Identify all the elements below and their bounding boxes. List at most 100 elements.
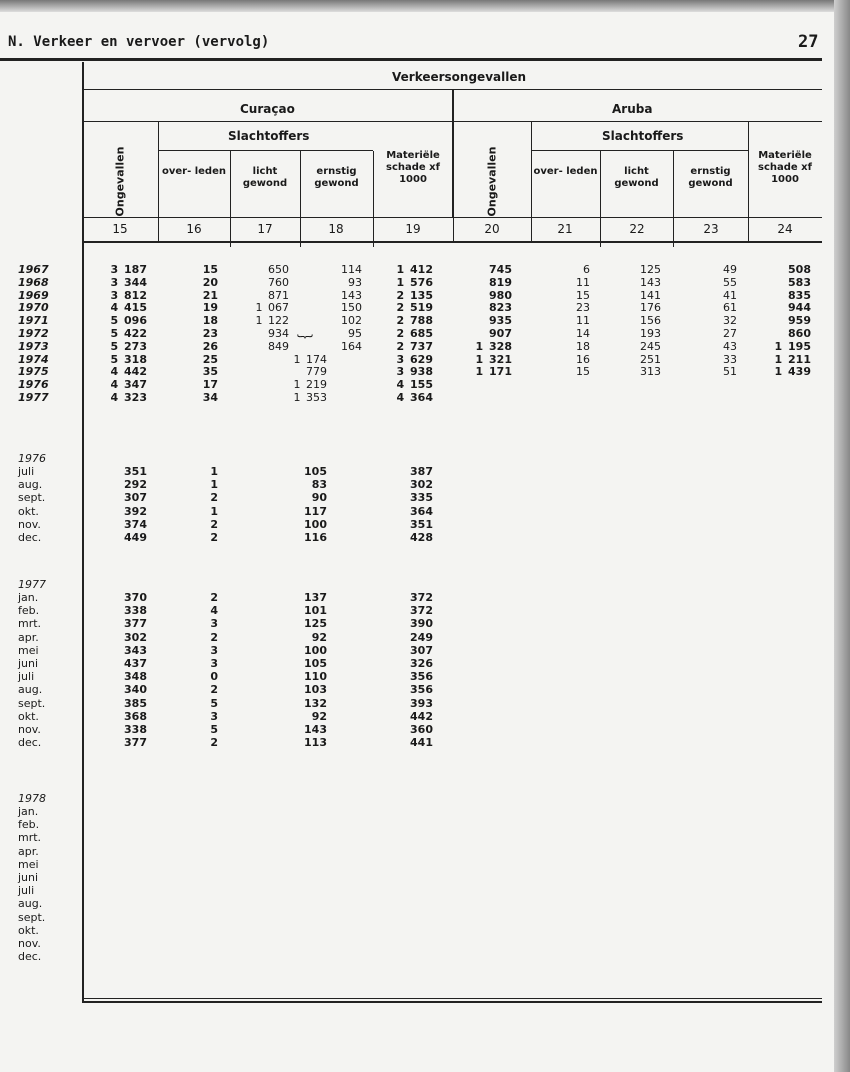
table-cell: 143 [640,275,661,289]
table-cell: 4 323 [110,391,147,404]
column-rule [531,218,532,242]
row-label-year: 1973 [18,339,49,353]
column-number: 21 [557,222,573,236]
table-cell: 83 [311,478,327,492]
row-label-month: feb. [18,604,40,618]
table-cell: 508 [788,263,811,276]
column-number: 15 [112,222,128,236]
table-cell: 1 321 [475,352,512,366]
column-rule [673,218,674,242]
table-cell: 3 187 [110,263,147,276]
table-cell: 116 [304,531,327,544]
island-divider [452,90,454,218]
column-header-21: over- leden [533,166,598,177]
column-rule [158,218,159,242]
table-cell-merged: 1 353 [293,391,328,404]
table-cell: 164 [341,339,362,353]
column-header-15: Ongevallen [113,146,127,217]
column-rule [748,122,749,218]
table-cell: 3 [210,709,218,723]
table-cell: 43 [723,339,737,353]
table-cell: 3 [210,657,218,670]
table-cell: 55 [723,275,737,289]
table-cell: 2 737 [396,339,433,353]
table-cell: 2 519 [396,301,433,315]
row-label-year: 1972 [18,327,49,340]
table-cell: 351 [410,517,433,531]
column-rule [230,151,231,247]
table-rule [82,241,822,243]
table-cell: 18 [202,314,218,328]
table-cell: 137 [304,591,327,604]
table-cell: 356 [410,683,433,697]
row-label-year: 1975 [18,365,49,379]
row-label-month: dec. [18,531,42,544]
table-cell: 4 347 [110,378,147,392]
table-cell: 141 [640,288,661,302]
table-cell: 23 [202,327,218,340]
table-cell: 17 [202,378,218,392]
table-cell: 2 [210,517,218,531]
column-header-18: ernstig gewond [314,166,359,189]
table-cell: 20 [202,275,218,289]
table-cell: 15 [576,288,590,302]
table-cell: 1 [210,504,218,518]
table-cell: 441 [410,736,433,750]
table-cell: 5 318 [110,352,147,366]
table-cell: 101 [304,604,327,618]
column-number: 16 [186,222,202,236]
table-cell: 113 [304,736,327,750]
table-cell: 437 [124,657,147,670]
column-number: 18 [328,222,344,236]
column-rule [300,151,301,247]
table-cell: 650 [268,263,289,276]
row-label-year: 1974 [18,352,49,366]
table-cell: 5 096 [110,314,147,328]
column-header-24: Materiële schade xf 1000 [758,150,812,185]
row-label-year: 1969 [18,288,49,302]
table-cell: 15 [576,365,590,379]
table-cell: 364 [410,504,433,518]
column-rule [158,122,159,218]
table-cell: 959 [788,314,811,328]
table-cell: 16 [576,352,590,366]
row-label-month: juli [18,884,35,898]
row-label-month: nov. [18,723,41,736]
table-cell: 245 [640,339,661,353]
column-rule [531,122,532,218]
column-header-17: licht gewond [242,166,288,189]
table-rule [82,89,822,90]
table-cell: 34 [202,391,218,404]
table-cell: 1 122 [255,314,290,328]
table-cell: 25 [202,352,218,366]
table-cell: 2 [210,683,218,697]
column-rule [673,151,674,247]
table-cell: 100 [304,643,327,657]
table-rule [82,998,822,999]
table-cell: 150 [341,301,362,315]
table-cell: 980 [489,288,512,302]
group-aruba: Aruba [612,102,653,116]
table-cell: 2 [210,736,218,750]
row-label-period-year: 1978 [18,792,46,805]
table-cell: 26 [202,339,218,353]
table-cell: 428 [410,531,433,544]
table-cell: 343 [124,643,147,657]
row-label-year: 1976 [18,378,49,392]
table-cell: 385 [124,696,147,710]
table-cell: 3 [210,617,218,631]
row-label-month: juli [18,670,35,684]
column-rule [600,218,601,242]
scan-edge-top [0,0,850,12]
table-cell: 372 [410,604,433,618]
column-rule [373,218,374,242]
table-cell: 392 [124,504,147,518]
table-cell: 1 576 [396,275,433,289]
table-cell: 1 195 [774,339,811,353]
column-number: 22 [629,222,645,236]
table-cell: 125 [304,617,327,631]
table-cell: 33 [723,352,737,366]
table-cell: 871 [268,288,289,302]
table-cell: 143 [304,723,327,736]
